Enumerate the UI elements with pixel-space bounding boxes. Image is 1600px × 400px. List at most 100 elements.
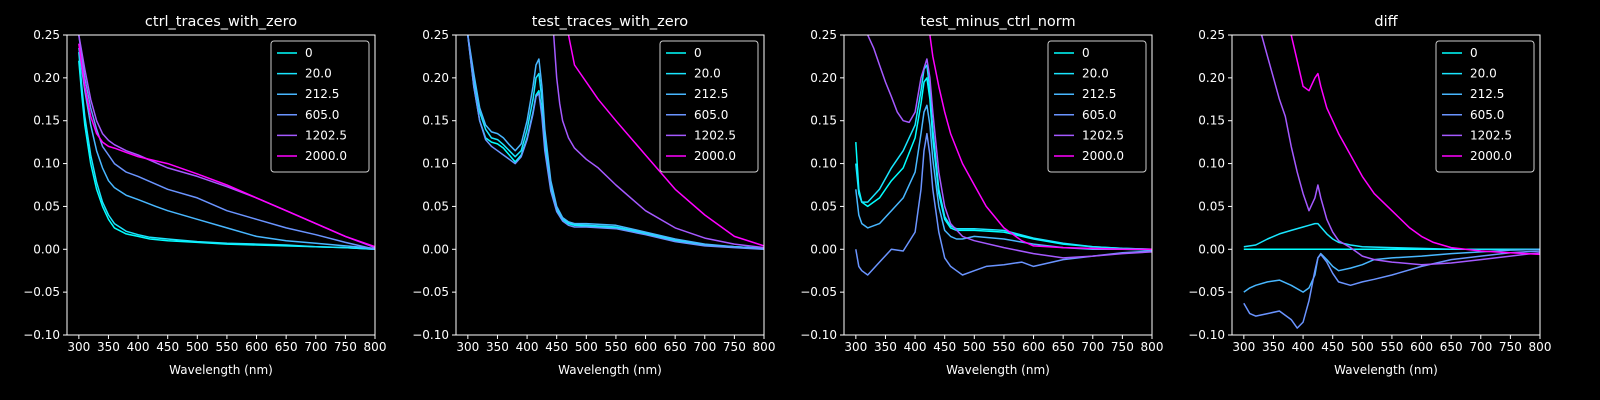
y-tick-label: 0.15 xyxy=(1198,114,1225,128)
legend-label: 0 xyxy=(1082,46,1090,60)
x-tick-label: 300 xyxy=(456,340,479,354)
legend-label: 605.0 xyxy=(1082,108,1116,122)
y-tick-label: 0.25 xyxy=(33,28,60,42)
y-tick-label: 0.25 xyxy=(1198,28,1225,42)
x-tick-label: 700 xyxy=(693,340,716,354)
x-tick-label: 600 xyxy=(634,340,657,354)
y-tick-label: 0.15 xyxy=(33,114,60,128)
legend-label: 605.0 xyxy=(1470,108,1504,122)
y-tick-label: 0.15 xyxy=(810,114,837,128)
y-tick-label: 0.05 xyxy=(810,199,837,213)
chart-title: diff xyxy=(1374,14,1398,30)
legend: 0 20.0 212.5 605.0 1202.5 2000.0 xyxy=(270,40,370,173)
y-tick-label: 0.00 xyxy=(810,242,837,256)
x-tick-label: 300 xyxy=(844,340,867,354)
x-tick-label: 450 xyxy=(933,340,956,354)
legend-label: 1202.5 xyxy=(1470,128,1512,142)
legend-label: 2000.0 xyxy=(1082,149,1124,163)
y-tick-label: 0.20 xyxy=(422,71,449,85)
x-tick-label: 350 xyxy=(486,340,509,354)
legend-label: 605.0 xyxy=(694,108,728,122)
chart-panel-4: 300 350 400 450 500 550 600 650 700 750 800 −0.10 −0… xyxy=(1188,14,1551,377)
legend-label: 1202.5 xyxy=(1082,128,1124,142)
x-tick-label: 800 xyxy=(1141,340,1164,354)
chart-panel-1: 300 350 400 450 500 550 600 650 700 750 800 −0.10 −0… xyxy=(23,14,386,377)
x-tick-label: 450 xyxy=(156,340,179,354)
legend-label: 2000.0 xyxy=(694,149,736,163)
y-tick-label: 0.10 xyxy=(1198,157,1225,171)
legend-label: 1202.5 xyxy=(305,128,347,142)
series-line-20.0 xyxy=(467,35,764,250)
x-tick-label: 550 xyxy=(604,340,627,354)
series-line-20.0 xyxy=(855,64,1152,251)
x-axis-label: Wavelength (nm) xyxy=(558,363,662,377)
x-tick-label: 500 xyxy=(963,340,986,354)
x-tick-label: 500 xyxy=(575,340,598,354)
x-tick-label: 750 xyxy=(1111,340,1134,354)
y-tick-label: −0.10 xyxy=(1188,328,1225,342)
series-line-212.5 xyxy=(1243,248,1540,293)
x-tick-label: 600 xyxy=(1022,340,1045,354)
legend-label: 212.5 xyxy=(1470,87,1504,101)
series-group xyxy=(1243,35,1540,329)
y-tick-label: −0.10 xyxy=(412,328,449,342)
legend-label: 20.0 xyxy=(305,67,332,81)
series-line-212.5 xyxy=(467,35,764,250)
y-tick-label: 0.20 xyxy=(33,71,60,85)
x-tick-label: 750 xyxy=(1499,340,1522,354)
x-tick-label: 500 xyxy=(186,340,209,354)
y-tick-label: 0.00 xyxy=(33,242,60,256)
series-line-605.0 xyxy=(855,132,1152,276)
x-tick-label: 450 xyxy=(545,340,568,354)
legend: 0 20.0 212.5 605.0 1202.5 2000.0 xyxy=(1435,40,1535,173)
legend-label: 20.0 xyxy=(1082,67,1109,81)
series-line-2000.0 xyxy=(78,43,375,248)
y-tick-label: 0.10 xyxy=(33,157,60,171)
y-tick-label: 0.05 xyxy=(33,199,60,213)
x-tick-label: 550 xyxy=(992,340,1015,354)
legend-label: 212.5 xyxy=(305,87,339,101)
x-tick-label: 650 xyxy=(1440,340,1463,354)
series-line-20.0 xyxy=(78,52,375,251)
x-tick-label: 650 xyxy=(275,340,298,354)
series-group xyxy=(78,35,375,251)
series-line-212.5 xyxy=(78,47,375,250)
series-line-2000.0 xyxy=(1290,35,1540,256)
x-tick-label: 400 xyxy=(904,340,927,354)
y-tick-label: 0.25 xyxy=(422,28,449,42)
x-tick-label: 700 xyxy=(304,340,327,354)
x-tick-label: 550 xyxy=(215,340,238,354)
axes-frame xyxy=(843,34,1153,336)
y-tick-label: −0.05 xyxy=(23,285,60,299)
y-tick-label: −0.10 xyxy=(800,328,837,342)
x-tick-label: 350 xyxy=(97,340,120,354)
x-tick-label: 450 xyxy=(1321,340,1344,354)
series-line-2000.0 xyxy=(929,35,1152,251)
series-line-0 xyxy=(855,77,1152,251)
x-tick-label: 800 xyxy=(364,340,387,354)
x-tick-label: 350 xyxy=(1262,340,1285,354)
axes-frame xyxy=(66,34,376,336)
axes-frame xyxy=(455,34,765,336)
x-tick-label: 400 xyxy=(516,340,539,354)
x-tick-label: 400 xyxy=(1292,340,1315,354)
x-tick-label: 300 xyxy=(67,340,90,354)
chart-panel-2: 300 350 400 450 500 550 600 650 700 750 800 −0.10 −0… xyxy=(412,14,775,377)
series-line-2000.0 xyxy=(567,35,764,247)
x-tick-label: 350 xyxy=(874,340,897,354)
legend-label: 0 xyxy=(694,46,702,60)
series-line-20.0 xyxy=(1243,222,1540,251)
x-tick-label: 750 xyxy=(334,340,357,354)
x-tick-label: 550 xyxy=(1380,340,1403,354)
series-line-212.5 xyxy=(855,104,1152,251)
legend: 0 20.0 212.5 605.0 1202.5 2000.0 xyxy=(1047,40,1147,173)
series-group xyxy=(467,35,764,251)
x-axis-label: Wavelength (nm) xyxy=(169,363,273,377)
x-tick-label: 300 xyxy=(1232,340,1255,354)
x-tick-label: 800 xyxy=(753,340,776,354)
x-tick-label: 650 xyxy=(1052,340,1075,354)
y-tick-label: 0.25 xyxy=(810,28,837,42)
series-group xyxy=(855,35,1152,276)
x-tick-label: 750 xyxy=(723,340,746,354)
